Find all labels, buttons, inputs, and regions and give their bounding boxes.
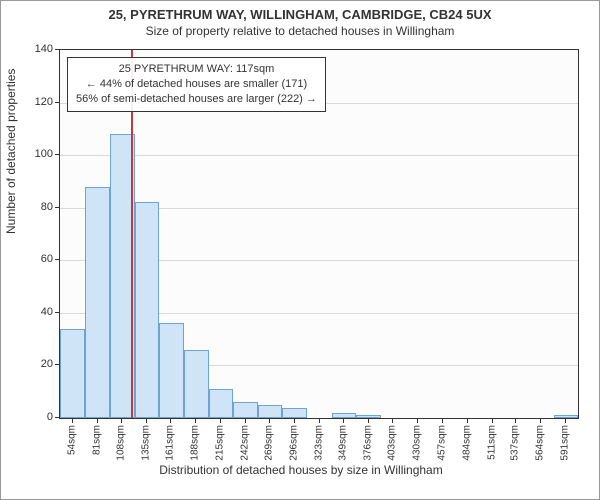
y-tick-mark <box>55 312 59 313</box>
x-tick-mark <box>467 419 468 423</box>
x-tick-mark <box>269 419 270 423</box>
chart-title-sub: Size of property relative to detached ho… <box>1 22 599 38</box>
x-tick-mark <box>121 419 122 423</box>
x-tick-label: 135sqm <box>141 425 152 461</box>
x-tick-label: 349sqm <box>337 425 348 461</box>
x-tick-label: 537sqm <box>510 425 521 461</box>
y-tick-mark <box>55 102 59 103</box>
histogram-bar <box>184 350 209 418</box>
histogram-bar <box>356 415 382 418</box>
x-tick-mark <box>146 419 147 423</box>
x-tick-label: 108sqm <box>116 425 127 461</box>
x-tick-label: 430sqm <box>412 425 423 461</box>
y-tick-mark <box>55 49 59 50</box>
y-tick-label: 40 <box>13 306 53 318</box>
chart-title-main: 25, PYRETHRUM WAY, WILLINGHAM, CAMBRIDGE… <box>1 1 599 22</box>
y-tick-label: 140 <box>13 43 53 55</box>
histogram-bar <box>233 402 259 418</box>
annotation-line: ← 44% of detached houses are smaller (17… <box>76 77 317 92</box>
x-tick-mark <box>319 419 320 423</box>
y-tick-mark <box>55 417 59 418</box>
y-tick-label: 100 <box>13 148 53 160</box>
x-tick-mark <box>170 419 171 423</box>
x-tick-mark <box>195 419 196 423</box>
x-tick-mark <box>72 419 73 423</box>
x-tick-label: 215sqm <box>214 425 225 461</box>
y-tick-label: 120 <box>13 96 53 108</box>
x-axis-label: Distribution of detached houses by size … <box>1 463 600 477</box>
x-tick-mark <box>392 419 393 423</box>
y-tick-mark <box>55 207 59 208</box>
x-tick-mark <box>97 419 98 423</box>
x-tick-label: 591sqm <box>560 425 571 461</box>
x-tick-mark <box>442 419 443 423</box>
x-tick-label: 296sqm <box>289 425 300 461</box>
x-tick-mark <box>492 419 493 423</box>
x-tick-label: 484sqm <box>461 425 472 461</box>
x-tick-mark <box>540 419 541 423</box>
x-tick-mark <box>368 419 369 423</box>
x-tick-label: 511sqm <box>486 425 497 460</box>
annotation-box: 25 PYRETHRUM WAY: 117sqm← 44% of detache… <box>67 57 326 112</box>
x-tick-label: 54sqm <box>66 425 77 455</box>
x-tick-label: 161sqm <box>165 425 176 461</box>
y-tick-label: 0 <box>13 411 53 423</box>
x-tick-mark <box>515 419 516 423</box>
annotation-line: 25 PYRETHRUM WAY: 117sqm <box>76 62 317 77</box>
grid-line <box>60 155 578 156</box>
x-tick-label: 376sqm <box>362 425 373 461</box>
histogram-bar <box>282 408 307 419</box>
x-tick-mark <box>220 419 221 423</box>
x-tick-mark <box>294 419 295 423</box>
histogram-bar <box>85 187 110 418</box>
x-tick-label: 564sqm <box>535 425 546 461</box>
x-tick-label: 457sqm <box>436 425 447 461</box>
x-tick-label: 269sqm <box>264 425 275 461</box>
x-tick-mark <box>245 419 246 423</box>
x-tick-label: 403sqm <box>387 425 398 461</box>
y-tick-mark <box>55 364 59 365</box>
histogram-bar <box>159 323 184 418</box>
histogram-bar <box>258 405 282 418</box>
histogram-bar <box>332 413 356 418</box>
x-tick-label: 188sqm <box>189 425 200 461</box>
x-tick-label: 242sqm <box>239 425 250 461</box>
y-tick-mark <box>55 259 59 260</box>
x-tick-mark <box>565 419 566 423</box>
histogram-bar <box>135 202 159 418</box>
histogram-bar <box>60 329 85 418</box>
x-tick-label: 81sqm <box>91 425 102 455</box>
x-tick-mark <box>417 419 418 423</box>
x-tick-mark <box>343 419 344 423</box>
chart-container: 25, PYRETHRUM WAY, WILLINGHAM, CAMBRIDGE… <box>0 0 600 500</box>
y-tick-label: 20 <box>13 358 53 370</box>
y-tick-label: 80 <box>13 201 53 213</box>
histogram-bar <box>554 415 578 418</box>
annotation-line: 56% of semi-detached houses are larger (… <box>76 92 317 107</box>
y-tick-mark <box>55 154 59 155</box>
y-tick-label: 60 <box>13 253 53 265</box>
x-tick-label: 323sqm <box>313 425 324 461</box>
histogram-bar <box>209 389 233 418</box>
